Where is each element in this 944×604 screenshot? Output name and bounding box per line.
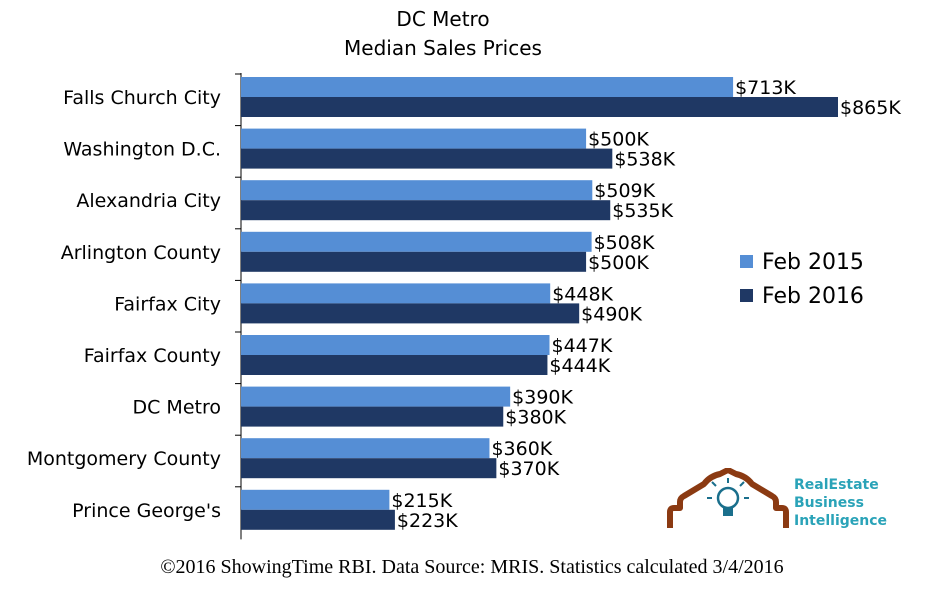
data-label: $447K — [552, 335, 613, 357]
category-label: DC Metro — [133, 397, 222, 419]
bar — [241, 128, 587, 149]
legend: Feb 2015 Feb 2016 — [740, 250, 864, 309]
bars-group — [241, 77, 838, 530]
data-label: $380K — [505, 407, 566, 429]
data-label: $535K — [612, 200, 673, 222]
bar — [241, 231, 592, 252]
bar — [241, 200, 611, 221]
bar — [241, 77, 734, 97]
bar — [241, 180, 593, 201]
legend-label: Feb 2015 — [762, 250, 864, 275]
legend-swatch — [740, 289, 753, 302]
rbi-logo: RealEstate Business Intelligence — [666, 467, 896, 534]
logo-line-3: Intelligence — [794, 513, 888, 529]
logo-wordmark: RealEstate Business Intelligence — [794, 476, 887, 530]
footer-source: ©2016 ShowingTime RBI. Data Source: MRIS… — [160, 556, 784, 578]
bar — [241, 148, 613, 169]
data-label: $448K — [552, 283, 613, 305]
chart-title: DC Metro — [396, 7, 489, 31]
legend-label: Feb 2016 — [762, 284, 864, 309]
data-label: $215K — [391, 490, 452, 512]
bar — [241, 355, 548, 375]
data-label: $713K — [735, 77, 796, 99]
bar — [241, 438, 490, 459]
bar — [241, 386, 511, 407]
bar — [241, 335, 550, 355]
bar — [241, 283, 551, 304]
category-label: Fairfax County — [84, 345, 221, 367]
data-label: $444K — [549, 355, 610, 377]
bar — [241, 303, 580, 324]
data-label: $390K — [512, 387, 573, 409]
logo-line-1: RealEstate — [794, 477, 879, 493]
bar — [241, 406, 504, 427]
legend-swatch — [740, 255, 753, 268]
bar — [241, 97, 838, 117]
data-label: $500K — [588, 252, 649, 274]
house-lightbulb-icon — [667, 467, 789, 528]
chart-subtitle: Median Sales Prices — [344, 36, 542, 60]
category-label: Alexandria City — [76, 190, 221, 212]
data-label: $509K — [594, 180, 655, 202]
category-label: Falls Church City — [63, 87, 221, 109]
data-label: $538K — [614, 149, 675, 171]
logo-line-2: Business — [794, 495, 864, 511]
data-label: $223K — [397, 510, 458, 532]
y-axis — [235, 73, 242, 540]
category-label: Arlington County — [61, 242, 221, 264]
data-label: $490K — [581, 303, 642, 325]
bar — [241, 458, 497, 479]
data-label: $360K — [491, 438, 552, 460]
data-label: $865K — [840, 97, 901, 119]
data-label: $370K — [498, 458, 559, 480]
data-label: $500K — [588, 129, 649, 151]
bar — [241, 251, 587, 272]
bar — [241, 509, 395, 530]
value-labels: $713K$865K$500K$538K$509K$535K$508K$500K… — [391, 77, 901, 532]
data-label: $508K — [594, 232, 655, 254]
bar — [241, 489, 390, 510]
category-label: Fairfax City — [114, 293, 221, 315]
category-labels: Falls Church City Washington D.C. Alexandr… — [27, 87, 221, 522]
category-label: Montgomery County — [27, 448, 221, 470]
category-label: Washington D.C. — [63, 139, 221, 161]
category-label: Prince George's — [72, 500, 221, 522]
